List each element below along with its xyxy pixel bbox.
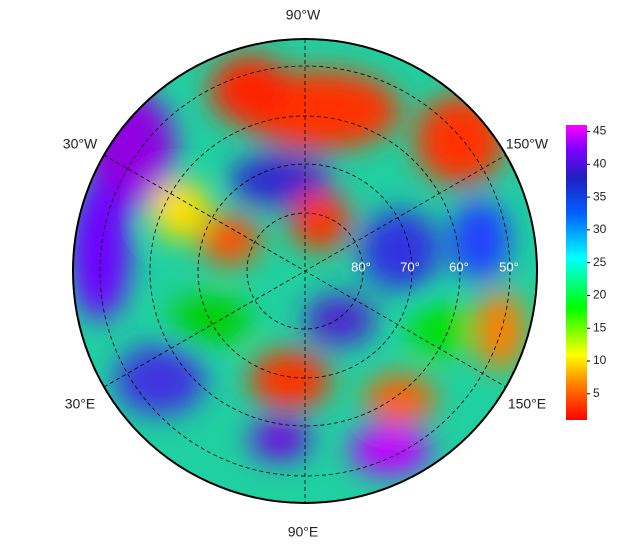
colorbar-tick-label: 5 — [593, 386, 600, 400]
colorbar-tick-label: 15 — [593, 320, 607, 334]
longitude-label: 30°E — [65, 396, 96, 412]
longitude-label: 90°W — [286, 7, 321, 23]
latitude-label: 70° — [400, 259, 420, 274]
colorbar-tick-label: 30 — [593, 222, 607, 236]
longitude-label: 150°W — [506, 136, 549, 152]
colorbar-tick-label: 20 — [593, 288, 607, 302]
longitude-label: 150°E — [508, 396, 546, 412]
colorbar: 5 10 15 20 25 30 35 40 45 — [566, 124, 607, 420]
latitude-label: 50° — [499, 259, 519, 274]
colorbar-scale — [566, 125, 587, 420]
latitude-label: 80° — [351, 259, 371, 274]
graticule — [99, 39, 511, 503]
longitude-label: 90°E — [288, 524, 319, 540]
colorbar-tick-label: 10 — [593, 353, 607, 367]
latitude-label: 60° — [449, 259, 469, 274]
colorbar-tick-label: 40 — [593, 157, 607, 171]
colorbar-tick-label: 25 — [593, 255, 607, 269]
colorbar-tick-label: 35 — [593, 189, 607, 203]
colorbar-tick-label: 45 — [593, 124, 607, 138]
map-border — [72, 38, 538, 504]
longitude-label: 30°W — [63, 136, 98, 152]
